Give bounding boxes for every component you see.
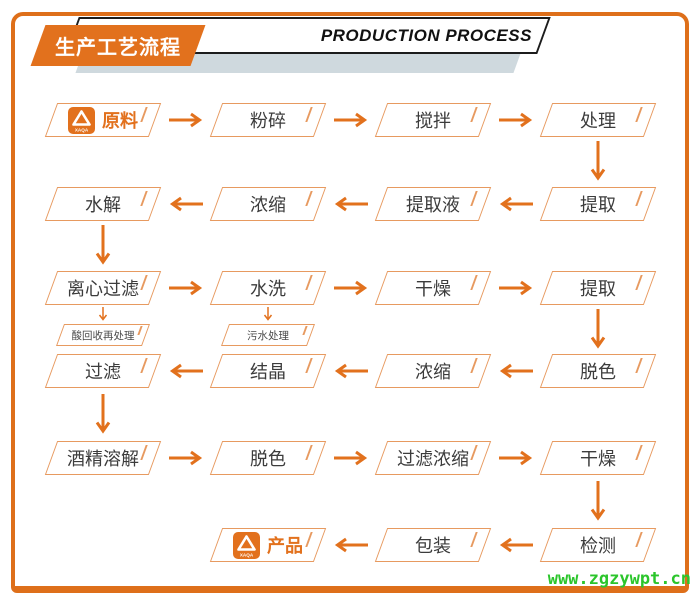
node-label: 污水处理	[247, 329, 289, 342]
node-label: 酒精溶解	[67, 449, 139, 469]
flow-node-extract-b: 提取	[539, 271, 657, 305]
arrow-left-icon	[335, 196, 369, 212]
flow-node-crush: 粉碎	[209, 103, 327, 137]
node-label: 提取	[580, 195, 616, 215]
flow-node-extract-a: 提取	[539, 187, 657, 221]
node-label: 过滤	[85, 362, 121, 382]
arrow-left-icon	[500, 537, 534, 553]
website-link[interactable]: www.zgzywpt.cn	[547, 569, 691, 589]
flow-node-packaging: 包装	[374, 528, 492, 562]
node-label: 原料	[102, 111, 138, 131]
page-title-chinese: 生产工艺流程	[55, 37, 181, 59]
header-chinese-banner: 生产工艺流程	[30, 25, 206, 66]
flow-node-concentrate-b: 浓缩	[374, 354, 492, 388]
node-label: 水洗	[250, 279, 286, 299]
arrow-right-icon	[167, 450, 201, 466]
flow-node-hydrolysis: 水解	[44, 187, 162, 221]
arrow-right-icon	[332, 112, 366, 128]
flow-node-product: 产品	[209, 528, 327, 562]
process-flowchart: 原料 粉碎 搅拌 处理 水解 浓缩 提取液 提取 离心过滤 水洗 干燥 提取 酸…	[44, 103, 657, 562]
node-label: 脱色	[250, 449, 286, 469]
node-label: 搅拌	[415, 111, 451, 131]
arrow-right-icon	[167, 280, 201, 296]
node-label: 浓缩	[415, 362, 451, 382]
node-label: 离心过滤	[67, 279, 139, 299]
flow-node-crystallize: 结晶	[209, 354, 327, 388]
arrow-left-icon	[335, 363, 369, 379]
brand-logo-icon	[68, 106, 95, 134]
flow-node-acid-recovery: 酸回收再处理	[56, 324, 150, 346]
node-label: 浓缩	[250, 195, 286, 215]
node-label: 提取液	[406, 195, 460, 215]
node-label: 包装	[415, 536, 451, 556]
node-label: 粉碎	[250, 111, 286, 131]
node-label: 提取	[580, 279, 616, 299]
node-label: 结晶	[250, 362, 286, 382]
flow-node-sewage-treatment: 污水处理	[221, 324, 315, 346]
flow-node-decolor-b: 脱色	[209, 441, 327, 475]
node-label: 干燥	[415, 279, 451, 299]
brand-logo-icon	[233, 531, 260, 559]
flow-node-raw-material: 原料	[44, 103, 162, 137]
flow-node-filter-a: 过滤	[44, 354, 162, 388]
flow-node-stir: 搅拌	[374, 103, 492, 137]
flow-node-alcohol-dissolve: 酒精溶解	[44, 441, 162, 475]
flow-node-concentrate-a: 浓缩	[209, 187, 327, 221]
arrow-right-icon	[332, 450, 366, 466]
flow-node-dry-a: 干燥	[374, 271, 492, 305]
node-label: 干燥	[580, 449, 616, 469]
arrow-right-icon	[497, 280, 531, 296]
page-title-english: PRODUCTION PROCESS	[320, 25, 532, 45]
node-label: 检测	[580, 536, 616, 556]
arrow-left-icon	[170, 196, 204, 212]
arrow-left-icon	[170, 363, 204, 379]
node-label: 过滤浓缩	[397, 449, 469, 469]
arrow-down-small-icon	[263, 307, 273, 321]
arrow-down-icon	[590, 479, 606, 519]
flow-node-treatment: 处理	[539, 103, 657, 137]
flow-node-dry-b: 干燥	[539, 441, 657, 475]
node-label: 脱色	[580, 362, 616, 382]
arrow-down-icon	[95, 392, 111, 432]
arrow-left-icon	[335, 537, 369, 553]
node-label: 水解	[85, 195, 121, 215]
arrow-right-icon	[497, 450, 531, 466]
flow-node-extract-liquid: 提取液	[374, 187, 492, 221]
flow-node-wash: 水洗	[209, 271, 327, 305]
node-label: 产品	[267, 536, 303, 556]
arrow-right-icon	[167, 112, 201, 128]
arrow-down-icon	[590, 140, 606, 180]
flow-node-filter-concentrate: 过滤浓缩	[374, 441, 492, 475]
flow-node-inspection: 检测	[539, 528, 657, 562]
arrow-down-icon	[590, 307, 606, 347]
node-label: 酸回收再处理	[71, 329, 135, 342]
arrow-left-icon	[500, 196, 534, 212]
flow-node-decolor-a: 脱色	[539, 354, 657, 388]
node-label: 处理	[580, 111, 616, 131]
arrow-right-icon	[332, 280, 366, 296]
arrow-down-small-icon	[98, 307, 108, 321]
arrow-right-icon	[497, 112, 531, 128]
arrow-left-icon	[500, 363, 534, 379]
arrow-down-icon	[95, 224, 111, 264]
flow-node-centrifugal-filter: 离心过滤	[44, 271, 162, 305]
